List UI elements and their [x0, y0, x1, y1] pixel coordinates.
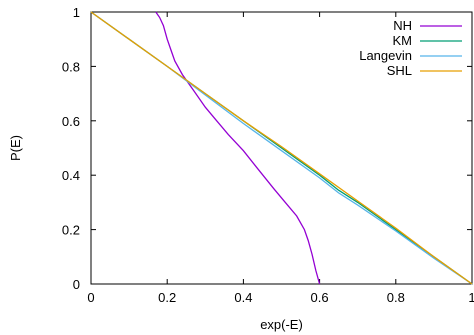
y-tick-label: 0.6: [62, 114, 80, 129]
y-tick-label: 1: [73, 5, 80, 20]
ticks: 0 0.2 0.4 0.6 0.8 1 0 0.2 0.4 0.6 0.8 1: [62, 5, 474, 305]
y-tick-label: 0.2: [62, 223, 80, 238]
x-tick-label: 0.4: [234, 290, 252, 305]
y-tick-label: 0.4: [62, 168, 80, 183]
series-line-nh: [155, 11, 321, 285]
series-lines: [90, 11, 473, 285]
legend-label-km: KM: [393, 33, 413, 48]
x-tick-label: 0.8: [387, 290, 405, 305]
x-tick-label: 0.6: [311, 290, 329, 305]
legend-label-langevin: Langevin: [359, 48, 412, 63]
series-line-shl: [90, 11, 473, 285]
x-axis-label: exp(-E): [260, 317, 303, 332]
legend-label-shl: SHL: [387, 63, 412, 78]
x-tick-label: 1: [468, 290, 474, 305]
plot-frame: [90, 11, 473, 285]
y-tick-label: 0: [73, 277, 80, 292]
x-tick-label: 0.2: [158, 290, 176, 305]
y-axis-label: P(E): [8, 135, 23, 161]
plot-border: [90, 11, 473, 285]
legend-label-nh: NH: [393, 18, 412, 33]
x-tick-label: 0: [87, 290, 94, 305]
y-tick-label: 0.8: [62, 59, 80, 74]
